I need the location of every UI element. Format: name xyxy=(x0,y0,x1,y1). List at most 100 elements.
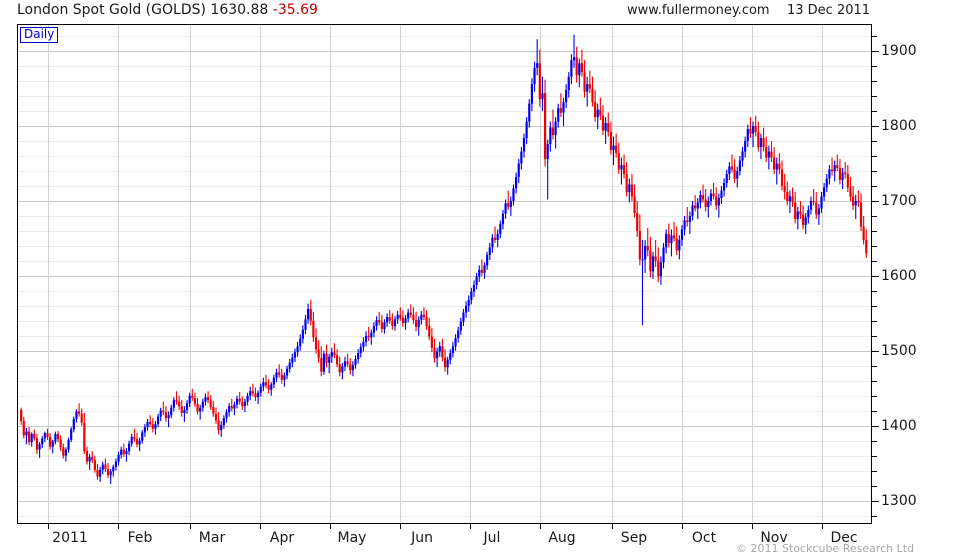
x-axis-tick xyxy=(822,524,823,529)
y-axis-label: 1600 xyxy=(881,268,917,284)
y-axis-tick xyxy=(872,276,879,277)
website-label: www.fullermoney.com xyxy=(627,3,770,18)
y-axis-label: 1500 xyxy=(881,343,917,359)
gridline-minor xyxy=(18,96,871,97)
gridline-minor xyxy=(18,171,871,172)
y-axis-tick xyxy=(872,66,877,67)
gridline-minor xyxy=(18,216,871,217)
gridline-minor xyxy=(18,471,871,472)
y-axis-tick xyxy=(872,396,877,397)
x-axis-label: Sep xyxy=(620,530,648,546)
gridline-minor xyxy=(18,411,871,412)
x-axis-label: 2011 xyxy=(52,530,88,546)
y-axis-tick xyxy=(872,126,879,127)
gridline-minor xyxy=(18,81,871,82)
gridline-minor xyxy=(18,396,871,397)
y-axis-tick xyxy=(872,426,879,427)
gridline-minor xyxy=(18,246,871,247)
x-axis-label: Apr xyxy=(269,530,295,546)
x-axis-label: May xyxy=(337,530,367,546)
x-axis-tick xyxy=(118,524,119,529)
y-axis-tick xyxy=(872,141,877,142)
y-axis-tick xyxy=(872,36,877,37)
y-axis-tick xyxy=(872,336,877,337)
interval-badge: Daily xyxy=(20,27,59,43)
gridline-minor xyxy=(18,516,871,517)
gridline-month xyxy=(682,25,683,523)
y-axis-tick xyxy=(872,486,877,487)
x-axis-label: Aug xyxy=(548,530,576,546)
y-axis-tick xyxy=(872,366,877,367)
y-axis-tick xyxy=(872,456,877,457)
copyright-notice: © 2011 Stockcube Research Ltd xyxy=(736,542,915,555)
y-axis-tick xyxy=(872,201,879,202)
x-axis-label: Jun xyxy=(411,530,433,546)
y-axis-label: 1300 xyxy=(881,493,917,509)
gridline-major xyxy=(18,126,871,127)
gridline-minor xyxy=(18,111,871,112)
plot-area[interactable]: Daily xyxy=(17,24,872,524)
instrument-name: London Spot Gold (GOLDS) xyxy=(17,2,206,18)
y-axis-tick xyxy=(872,291,877,292)
y-axis-tick xyxy=(872,111,877,112)
y-axis-tick xyxy=(872,441,877,442)
y-axis-tick xyxy=(872,216,877,217)
x-axis-label: Dec xyxy=(830,530,858,546)
gridline-major xyxy=(18,501,871,502)
gridline-month xyxy=(330,25,331,523)
x-axis-label: Oct xyxy=(691,530,717,546)
y-axis-tick xyxy=(872,96,877,97)
gridline-minor xyxy=(18,321,871,322)
gridline-month xyxy=(612,25,613,523)
gridline-month xyxy=(260,25,261,523)
x-axis-tick xyxy=(48,524,49,529)
price-change: -35.69 xyxy=(272,2,318,18)
y-axis-label: 1700 xyxy=(881,193,917,209)
x-axis-label: Mar xyxy=(198,530,226,546)
candlestick-series xyxy=(20,34,868,485)
y-axis: 1300 1400 1500 1600 1700 1800 1900 xyxy=(872,24,960,524)
x-axis-tick xyxy=(540,524,541,529)
gridline-major xyxy=(18,201,871,202)
gridline-minor xyxy=(18,336,871,337)
y-axis-tick xyxy=(872,516,877,517)
y-axis-label: 1900 xyxy=(881,43,917,59)
x-axis-tick xyxy=(470,524,471,529)
gridline-minor xyxy=(18,456,871,457)
gridline-minor xyxy=(18,381,871,382)
y-axis-tick xyxy=(872,81,877,82)
gridline-month xyxy=(190,25,191,523)
gridline-major xyxy=(18,51,871,52)
y-axis-tick xyxy=(872,501,879,502)
y-axis-tick xyxy=(872,471,877,472)
gridline-major xyxy=(18,426,871,427)
x-axis-tick xyxy=(400,524,401,529)
y-axis-tick xyxy=(872,261,877,262)
x-axis-label: Jul xyxy=(483,530,501,546)
x-axis-tick xyxy=(260,524,261,529)
gridline-month xyxy=(822,25,823,523)
x-axis-label: Feb xyxy=(127,530,153,546)
gridline-minor xyxy=(18,186,871,187)
y-axis-label: 1400 xyxy=(881,418,917,434)
y-axis-tick xyxy=(872,231,877,232)
gridline-minor xyxy=(18,486,871,487)
chart-header: London Spot Gold (GOLDS) 1630.88 -35.69 … xyxy=(0,0,960,22)
chart-title: London Spot Gold (GOLDS) 1630.88 -35.69 xyxy=(17,2,318,18)
y-axis-tick xyxy=(872,321,877,322)
x-axis-tick xyxy=(752,524,753,529)
gridline-minor xyxy=(18,36,871,37)
y-axis-tick xyxy=(872,156,877,157)
gridline-minor xyxy=(18,156,871,157)
y-axis-tick xyxy=(872,381,877,382)
x-axis-tick xyxy=(682,524,683,529)
gridline-minor xyxy=(18,441,871,442)
gridline-minor xyxy=(18,231,871,232)
chart-date: 13 Dec 2011 xyxy=(787,3,871,18)
last-price: 1630.88 xyxy=(210,2,269,18)
x-axis-tick xyxy=(612,524,613,529)
y-axis-label: 1800 xyxy=(881,118,917,134)
gridline-month xyxy=(470,25,471,523)
x-axis-label: Nov xyxy=(760,530,788,546)
